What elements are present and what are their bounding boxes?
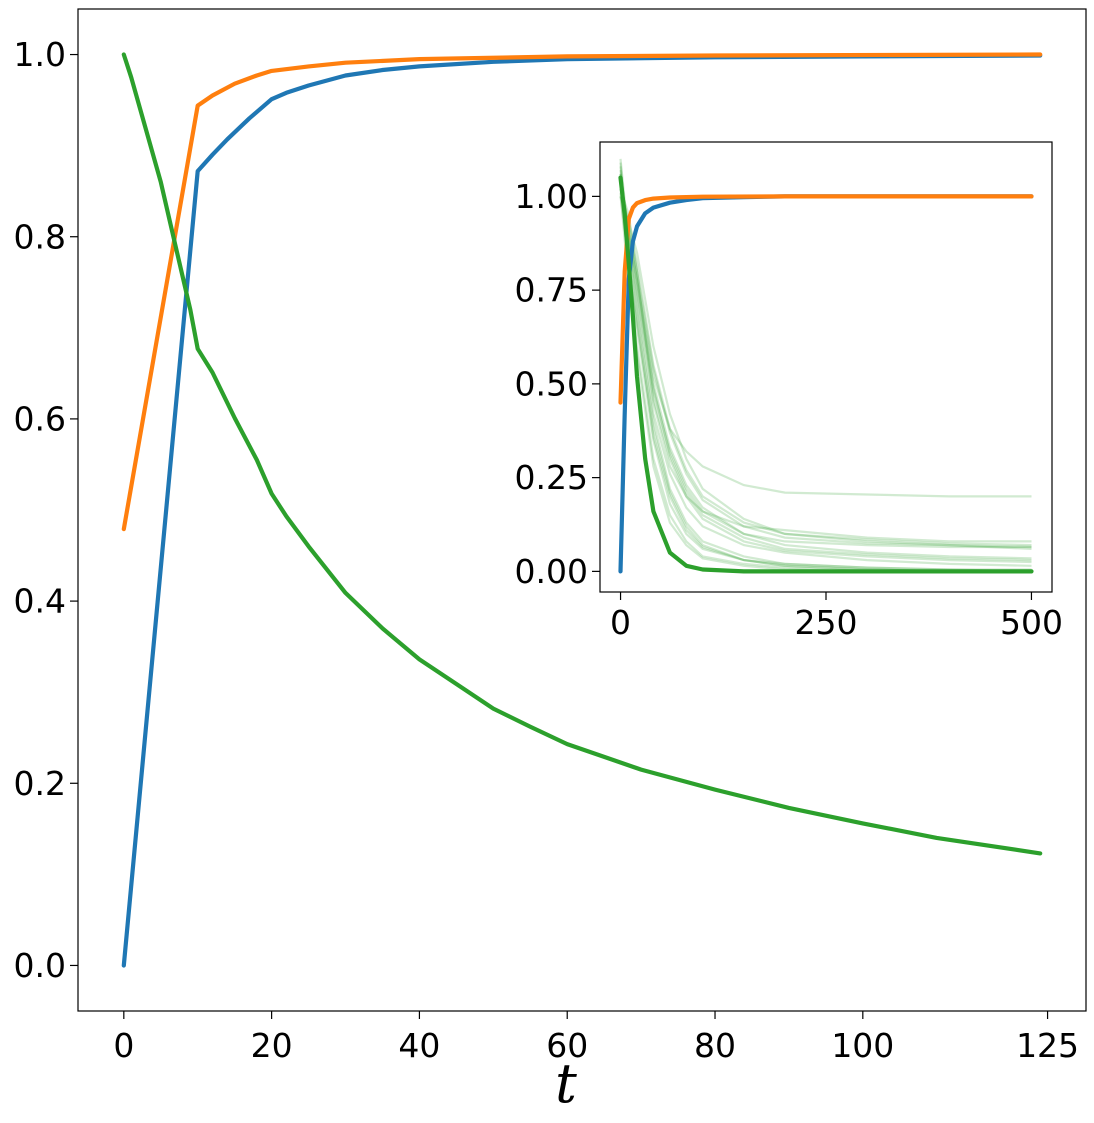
inset-trajectory-line-16 [619,173,1032,562]
main-x-tick-label: 100 [831,1026,894,1065]
main-x-axis: 0 20 40 60 80 100 125 [113,1011,1079,1065]
main-y-axis: 0.0 0.2 0.4 0.6 0.8 1.0 [14,35,78,985]
inset-trajectory-line-6 [619,181,1032,547]
main-series-line-green [121,52,1043,856]
main-y-tick-label: 0.6 [14,399,66,438]
inset-trajectory-line-4 [619,158,1032,549]
inset-trajectory-line-10 [619,196,1032,550]
inset-trajectory-line-14 [619,181,1032,549]
main-y-tick-label: 0.4 [14,582,66,621]
inset-chart: 0 250 500 0.00 0.25 0.50 0.75 1.00 [515,141,1063,642]
main-plot-lines [121,52,1043,968]
main-x-tick-label: 80 [694,1026,736,1065]
inset-y-tick-label: 0.00 [515,552,588,591]
inset-y-tick-label: 0.25 [515,458,588,497]
main-y-tick-label: 0.0 [14,946,66,985]
inset-y-axis: 0.00 0.25 0.50 0.75 1.00 [515,177,600,591]
inset-y-tick-label: 0.75 [515,271,588,310]
inset-series-line-green [618,175,1034,574]
inset-trajectory-line-5 [619,196,1032,571]
inset-x-tick-label: 500 [1000,603,1063,642]
main-x-tick-label: 40 [398,1026,440,1065]
main-x-tick-label: 0 [113,1026,134,1065]
main-x-tick-label: 60 [546,1026,588,1065]
main-y-tick-label: 0.8 [14,217,66,256]
inset-trajectory-line-1 [619,188,1032,543]
inset-background [600,142,1052,592]
main-plot-frame [77,8,1087,1012]
inset-trajectory-line-8 [619,184,1032,560]
inset-trajectory-line-2 [619,177,1032,498]
main-y-tick-label: 0.2 [14,764,66,803]
main-y-tick-label: 1.0 [14,35,66,74]
inset-x-tick-label: 0 [610,603,631,642]
main-x-axis-title: t [555,1052,577,1115]
inset-x-tick-label: 250 [795,603,858,642]
inset-trajectory-line-3 [619,166,1032,573]
inset-trajectory-line-9 [619,169,1032,567]
inset-plot-lines [618,175,1034,574]
inset-trajectory-line-12 [619,188,1032,564]
inset-x-axis: 0 250 500 [610,592,1063,642]
main-series-line-blue [121,53,1043,968]
inset-y-tick-label: 1.00 [515,177,588,216]
main-series-line-orange [121,52,1043,532]
main-chart: 0 20 40 60 80 100 125 0.0 0.2 0.4 0.6 0.8 1.0 t [14,8,1087,1115]
inset-y-tick-label: 0.50 [515,364,588,403]
main-x-tick-label: 125 [1016,1026,1079,1065]
main-x-tick-label: 20 [251,1026,293,1065]
